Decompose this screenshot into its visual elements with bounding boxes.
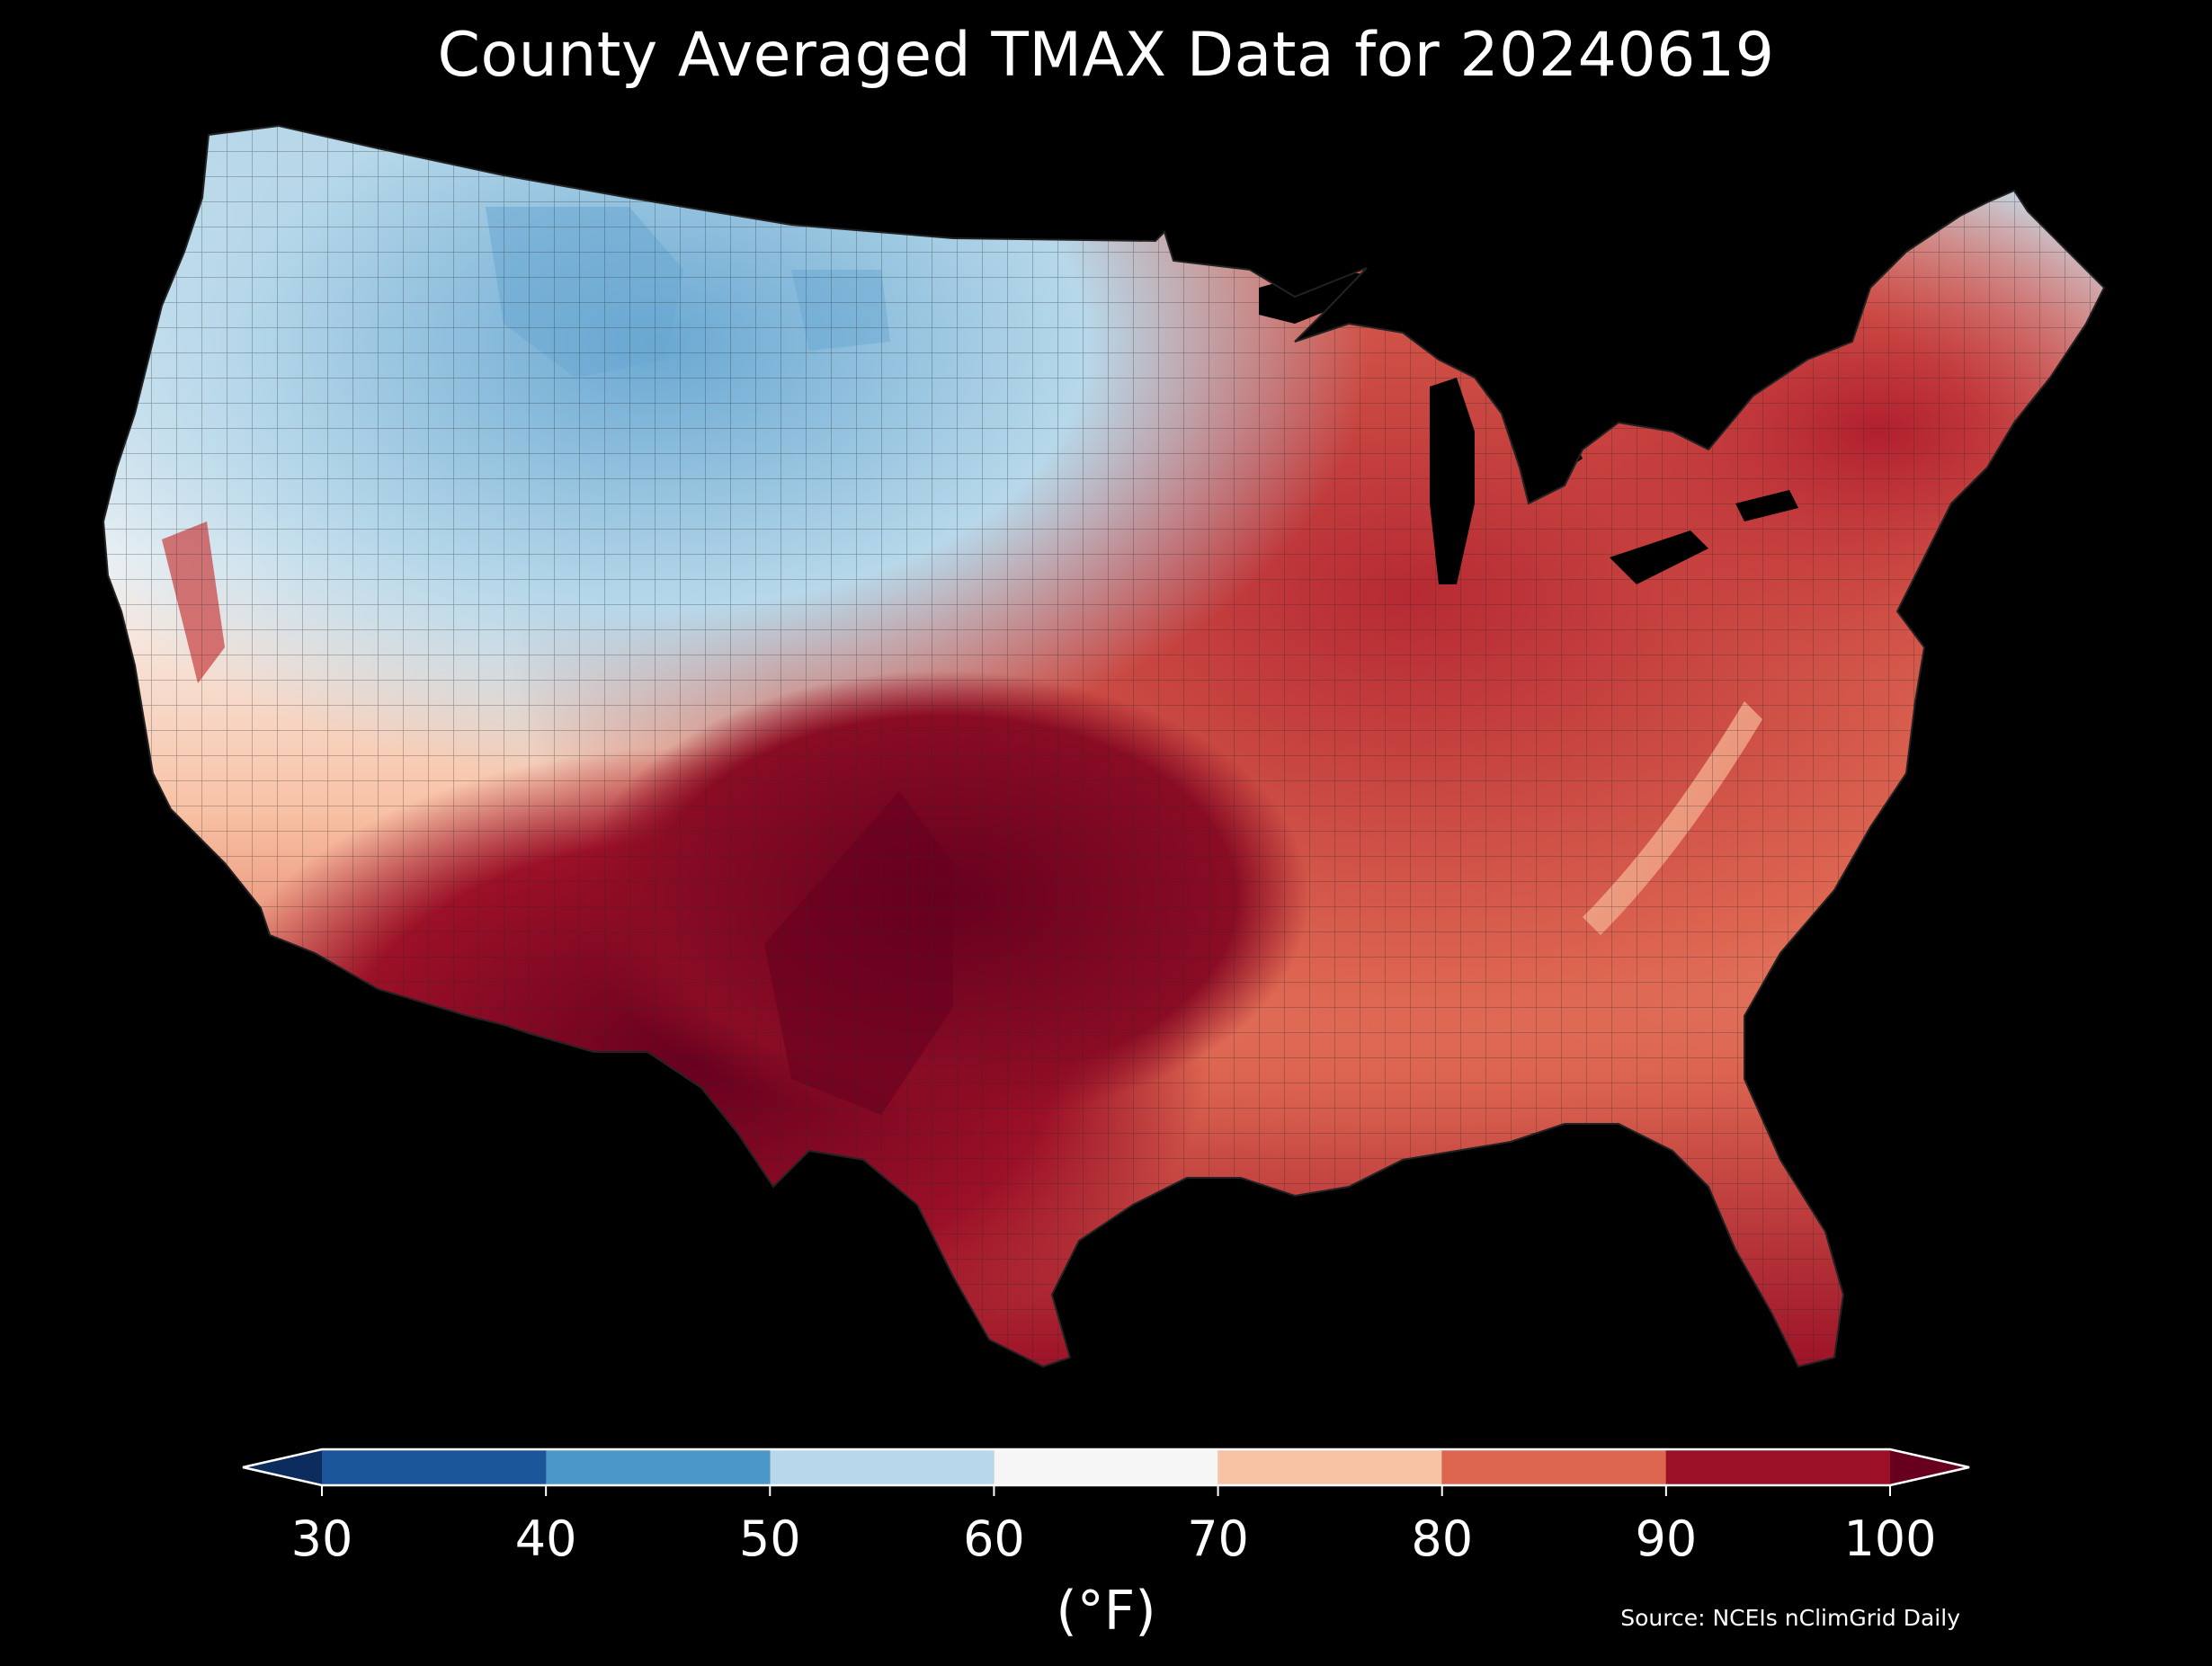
colorbar-bin-90-100 [1665, 1449, 1890, 1485]
colorbar-tick-label: 30 [291, 1510, 353, 1567]
colorbar-tick-label: 50 [739, 1510, 801, 1567]
colorbar-tick-label: 80 [1411, 1510, 1473, 1567]
colorbar-bin-30-40 [322, 1449, 547, 1485]
colorbar-tick-label: 100 [1843, 1510, 1936, 1567]
colorbar-ticks: 30 40 50 60 70 80 90 100 [291, 1485, 1937, 1567]
colorbar-bin-80-90 [1441, 1449, 1666, 1485]
great-lakes [1259, 270, 1798, 584]
map-title: County Averaged TMAX Data for 20240619 [437, 20, 1775, 91]
colorbar-bin-40-50 [546, 1449, 771, 1485]
colorbar-bin-50-60 [770, 1449, 995, 1485]
colorbar-bin-60-70 [994, 1449, 1218, 1485]
colorbar-tick-label: 60 [963, 1510, 1025, 1567]
colorbar-bin-70-80 [1217, 1449, 1442, 1485]
colorbar-extend-under [243, 1449, 322, 1485]
colorbar-tick-label: 70 [1187, 1510, 1249, 1567]
colorbar-bins [242, 1448, 1970, 1487]
source-credit: Source: NCEIs nClimGrid Daily [1620, 1605, 1960, 1631]
colorbar-tick-label: 90 [1635, 1510, 1697, 1567]
colorbar-units-label: (°F) [1056, 1580, 1155, 1643]
colorbar-tick-label: 40 [515, 1510, 577, 1567]
colorbar-extend-over [1890, 1449, 1969, 1485]
